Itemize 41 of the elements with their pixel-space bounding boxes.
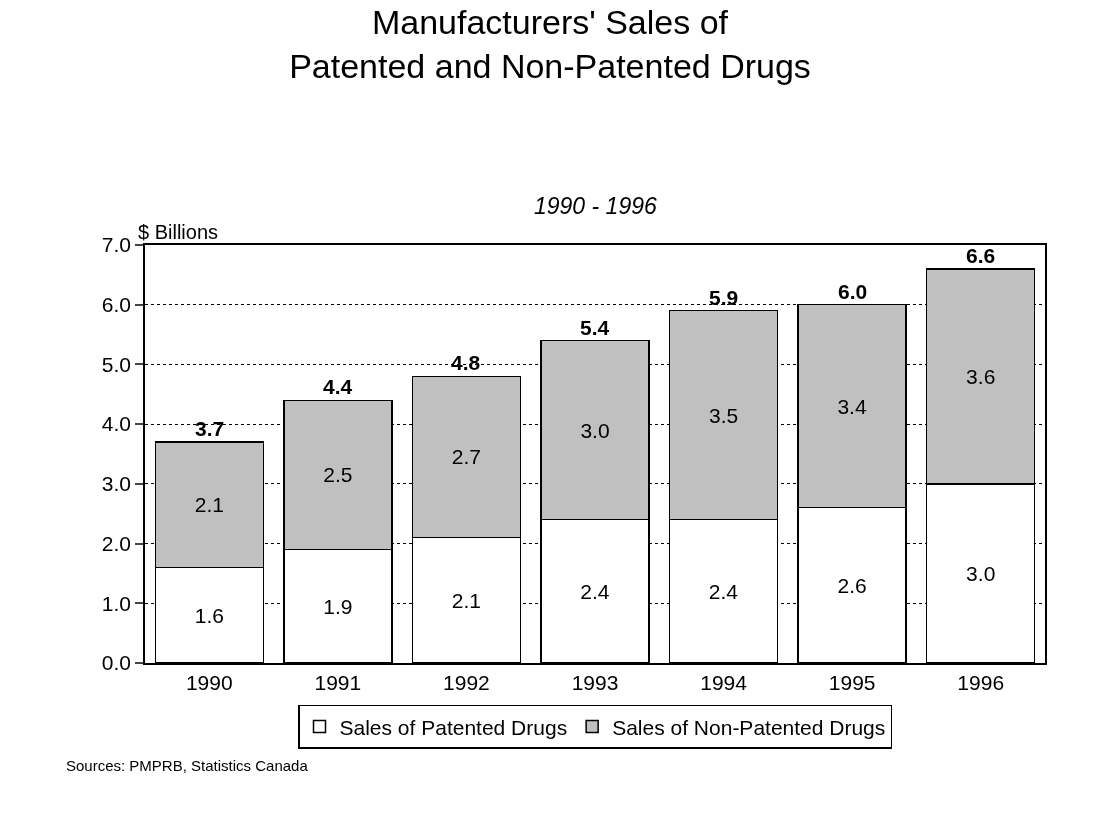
x-tick-label: 1995 <box>828 670 876 694</box>
y-tick-label: 5.0 <box>101 352 132 376</box>
data-label: 3.0 <box>966 561 996 585</box>
data-label: 2.6 <box>837 573 867 597</box>
legend-label: Sales of Patented Drugs <box>339 715 568 739</box>
y-tick-label: 2.0 <box>101 531 132 555</box>
legend-label: Sales of Non-Patented Drugs <box>612 715 886 739</box>
data-label: 3.4 <box>837 394 867 418</box>
total-label: 6.0 <box>838 280 868 303</box>
total-label: 5.9 <box>709 286 739 309</box>
x-tick-label: 1990 <box>185 670 233 694</box>
y-tick-label: 4.0 <box>101 412 132 436</box>
data-label: 3.6 <box>966 364 996 388</box>
chart-title: Manufacturers' Sales of Patented and Non-Patented Drugs <box>289 2 811 85</box>
y-tick-label: 6.0 <box>101 293 132 317</box>
total-label: 6.6 <box>966 244 996 267</box>
y-tick-label: 0.0 <box>101 651 132 675</box>
data-label: 1.6 <box>194 603 224 627</box>
total-label: 4.4 <box>323 375 353 398</box>
x-tick-label: 1994 <box>700 670 748 694</box>
data-label: 2.4 <box>580 579 610 603</box>
y-tick-label: 7.0 <box>101 233 132 257</box>
data-label: 2.1 <box>451 588 482 612</box>
data-label: 3.0 <box>580 418 610 442</box>
data-label: 2.1 <box>194 493 224 517</box>
total-label: 3.7 <box>195 417 225 440</box>
y-axis-title: $ Billions <box>138 221 219 243</box>
total-label: 5.4 <box>580 316 610 339</box>
x-tick-label: 1993 <box>571 670 619 694</box>
data-label: 3.5 <box>708 403 739 427</box>
data-label: 2.7 <box>451 445 482 469</box>
data-label: 2.4 <box>708 579 739 603</box>
data-label: 2.5 <box>323 463 353 487</box>
y-tick-label: 3.0 <box>101 472 132 496</box>
x-tick-label: 1992 <box>443 670 490 694</box>
x-tick-label: 1991 <box>314 670 362 694</box>
data-label: 1.9 <box>323 594 353 618</box>
x-tick-label: 1996 <box>957 670 1005 694</box>
chart-subtitle: 1990 - 1996 <box>534 193 657 219</box>
y-tick-label: 1.0 <box>101 591 132 615</box>
source-note: Sources: PMPRB, Statistics Canada <box>66 757 309 774</box>
